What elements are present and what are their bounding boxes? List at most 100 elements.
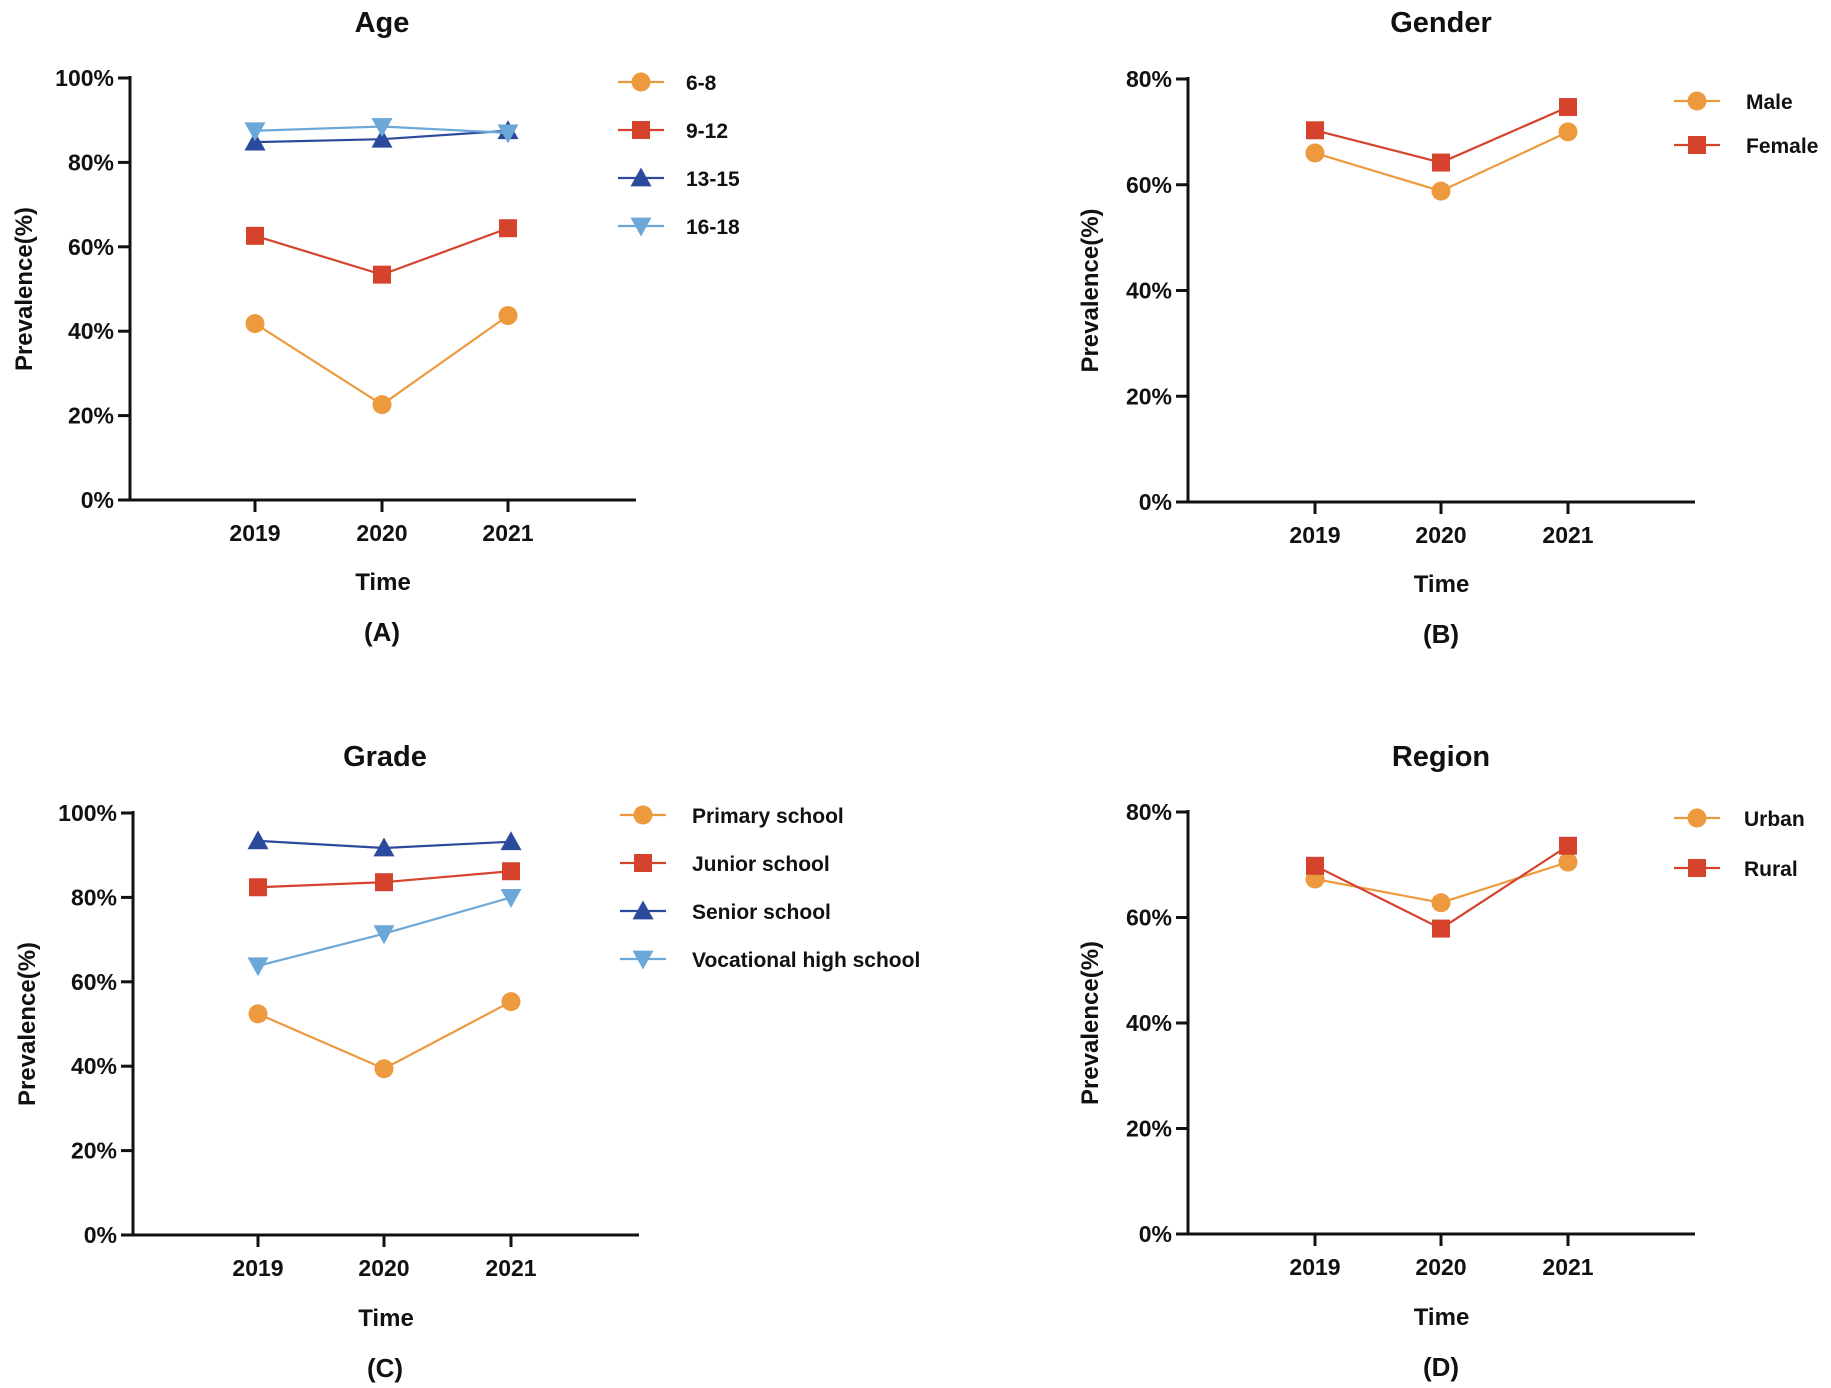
data-point-1-2 <box>499 219 517 238</box>
x-tick-label: 2021 <box>1542 522 1593 548</box>
y-tick-label: 20% <box>68 403 114 429</box>
y-tick-label: 0% <box>84 1222 117 1248</box>
legend-marker <box>1688 859 1706 877</box>
data-point-2-0 <box>247 830 269 850</box>
data-point-2-1 <box>371 128 393 148</box>
x-axis-title: Time <box>1414 571 1470 598</box>
data-point-3-1 <box>373 925 395 945</box>
x-axis-title: Time <box>355 569 411 596</box>
y-tick-label: 100% <box>58 800 117 826</box>
legend-marker <box>630 217 652 237</box>
data-point-0-1 <box>374 1059 394 1079</box>
x-tick-label: 2019 <box>229 520 280 546</box>
x-tick-label: 2020 <box>1415 522 1466 548</box>
x-tick-label: 2021 <box>1542 1254 1593 1280</box>
data-point-1-1 <box>373 265 391 284</box>
y-tick-label: 0% <box>1139 489 1172 515</box>
x-tick-label: 2020 <box>1415 1254 1466 1280</box>
x-axis-title: Time <box>1414 1304 1470 1331</box>
x-tick-label: 2020 <box>358 1255 409 1281</box>
chart-panel-2: Grade 0% 20% 40% 60% 80% 100% 2019 2020 2021 Time P… <box>14 741 920 1383</box>
legend-label: Rural <box>1744 858 1798 881</box>
data-point-0-0 <box>245 314 265 334</box>
y-tick-label: 80% <box>68 149 114 175</box>
legend-marker <box>632 121 650 139</box>
y-tick-label: 40% <box>1126 1010 1172 1036</box>
data-point-0-2 <box>1558 852 1578 872</box>
legend-label: Urban <box>1744 808 1805 831</box>
y-tick-label: 0% <box>81 487 114 513</box>
y-tick-label: 20% <box>1126 1116 1172 1142</box>
legend-marker <box>632 950 654 970</box>
y-tick-label: 20% <box>71 1138 117 1164</box>
legend-marker <box>1687 808 1707 828</box>
y-tick-label: 80% <box>1126 66 1172 92</box>
series-line-primary-school <box>257 1000 512 1070</box>
legend-marker <box>630 167 652 187</box>
data-point-0-0 <box>248 1004 268 1024</box>
legend-label: 16-18 <box>686 216 740 239</box>
panel-label: (D) <box>1423 1352 1459 1382</box>
y-tick-label: 20% <box>1126 383 1172 409</box>
data-point-2-2 <box>500 831 522 851</box>
legend-label: Junior school <box>692 853 830 876</box>
legend-label: Male <box>1746 91 1793 114</box>
data-point-1-0 <box>1306 856 1324 875</box>
legend-label: Female <box>1746 135 1818 158</box>
panel-label: (C) <box>367 1353 403 1383</box>
data-point-3-2 <box>497 124 519 144</box>
legend-label: Vocational high school <box>692 949 920 972</box>
data-point-1-2 <box>502 862 520 881</box>
data-point-1-0 <box>246 226 264 245</box>
legend-label: 9-12 <box>686 120 728 143</box>
y-tick-label: 60% <box>71 969 117 995</box>
series-line-6-8 <box>254 314 509 406</box>
chart-panel-3: Region 0% 20% 40% 60% 80% 2019 2020 2021 Time Prev… <box>1077 741 1805 1382</box>
legend-marker <box>633 805 653 825</box>
data-point-0-2 <box>501 992 521 1012</box>
data-point-1-0 <box>1306 121 1324 140</box>
legend-marker <box>634 854 652 872</box>
data-point-3-0 <box>244 122 266 142</box>
legend-label: Primary school <box>692 805 844 828</box>
x-tick-label: 2021 <box>485 1255 536 1281</box>
legend-label: 6-8 <box>686 72 717 95</box>
y-tick-label: 100% <box>55 65 114 91</box>
data-point-1-1 <box>375 873 393 892</box>
chart-panel-0: Age 0% 20% 40% 60% 80% 100% 2019 2020 2021 Time Pre… <box>11 7 740 647</box>
chart-title: Gender <box>1390 7 1492 39</box>
x-axis-title: Time <box>358 1305 414 1332</box>
data-point-0-1 <box>1431 893 1451 913</box>
y-tick-label: 60% <box>1126 172 1172 198</box>
data-point-0-2 <box>498 306 518 326</box>
x-tick-label: 2020 <box>356 520 407 546</box>
x-tick-label: 2019 <box>1289 522 1340 548</box>
y-axis-title: Prevalence(%) <box>1077 941 1104 1105</box>
x-tick-label: 2019 <box>1289 1254 1340 1280</box>
data-point-1-1 <box>1432 153 1450 172</box>
panel-label: (A) <box>364 617 400 647</box>
y-tick-label: 80% <box>1126 799 1172 825</box>
legend-label: 13-15 <box>686 168 740 191</box>
y-tick-label: 40% <box>68 318 114 344</box>
y-tick-label: 60% <box>1126 905 1172 931</box>
data-point-3-0 <box>247 957 269 977</box>
data-point-1-1 <box>1432 919 1450 938</box>
data-point-1-0 <box>249 878 267 897</box>
legend-marker <box>632 900 654 920</box>
x-tick-label: 2019 <box>232 1255 283 1281</box>
y-axis-title: Prevalence(%) <box>14 942 41 1106</box>
data-point-1-2 <box>1559 98 1577 117</box>
legend-label: Senior school <box>692 901 831 924</box>
data-point-3-2 <box>500 889 522 908</box>
y-tick-label: 60% <box>68 234 114 260</box>
y-axis-title: Prevalence(%) <box>1077 208 1104 372</box>
legend-marker <box>1687 91 1707 111</box>
chart-panel-1: Gender 0% 20% 40% 60% 80% 2019 2020 2021 Time Prev… <box>1077 7 1818 649</box>
chart-title: Grade <box>343 741 427 773</box>
y-tick-label: 0% <box>1139 1221 1172 1247</box>
legend-marker <box>1688 136 1706 154</box>
y-axis-title: Prevalence(%) <box>11 207 38 371</box>
chart-title: Region <box>1392 741 1490 773</box>
